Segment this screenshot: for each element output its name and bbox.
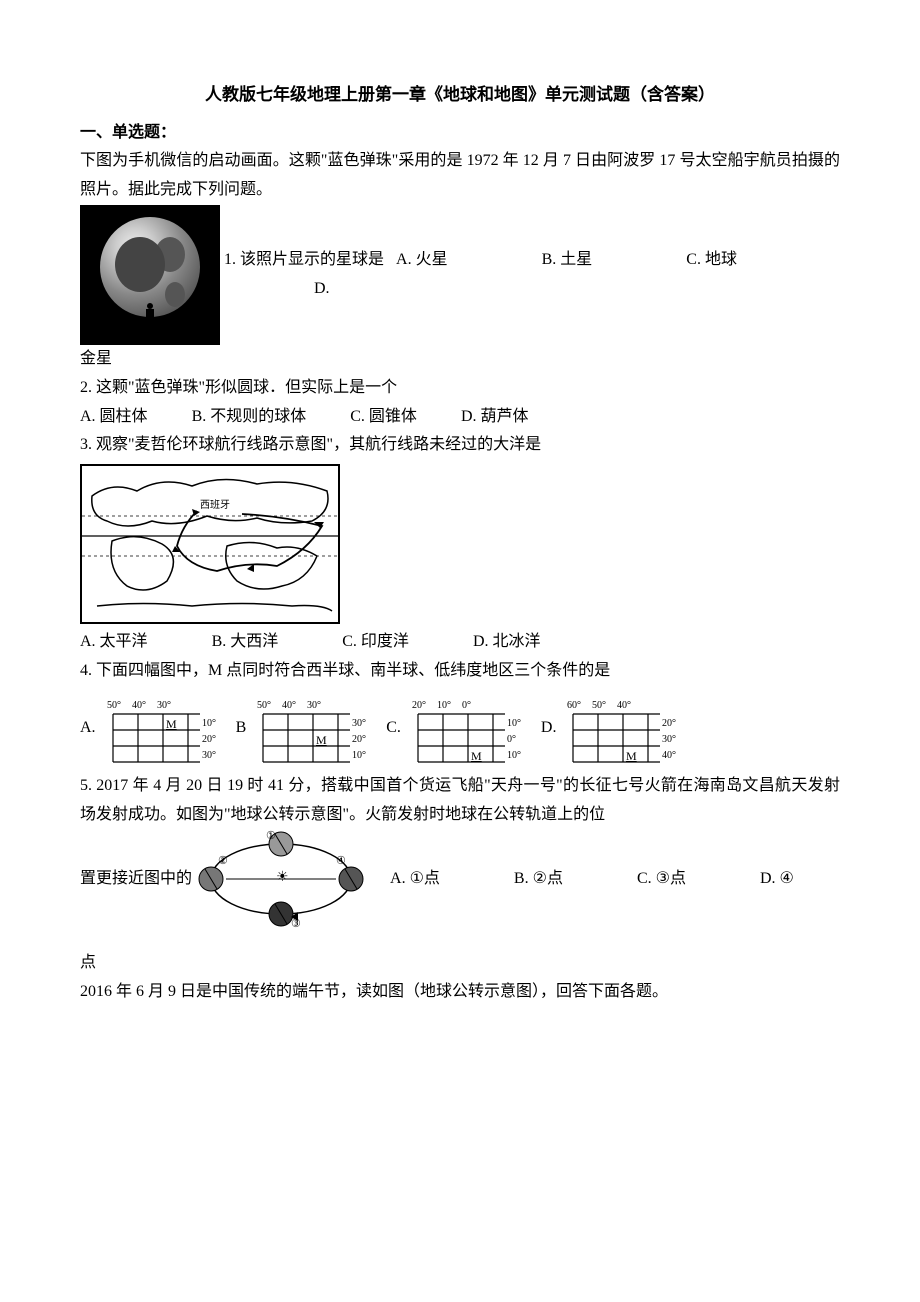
svg-text:20°: 20°: [202, 734, 216, 745]
svg-text:10°: 10°: [437, 700, 451, 711]
svg-text:0°: 0°: [462, 700, 471, 711]
q3-opt-a: A. 太平洋: [80, 633, 148, 650]
q1-opt-a: A. 火星: [396, 251, 448, 268]
svg-text:50°: 50°: [257, 700, 271, 711]
svg-text:50°: 50°: [107, 700, 121, 711]
q4-diagram-label: D.: [541, 714, 557, 743]
intro-text: 下图为手机微信的启动画面。这颗"蓝色弹珠"采用的是 1972 年 12 月 7 …: [80, 147, 840, 205]
svg-text:30°: 30°: [157, 700, 171, 711]
svg-text:10°: 10°: [352, 750, 366, 761]
svg-text:50°: 50°: [592, 700, 606, 711]
orbit-label-4: ②: [218, 855, 228, 867]
orbit-label-1: ①: [266, 830, 276, 842]
grid-diagram: 20° 10° 0° 10° 0° 10° M: [403, 694, 533, 764]
q3-opt-d: D. 北冰洋: [473, 633, 541, 650]
q4-text: 4. 下面四幅图中，M 点同时符合西半球、南半球、低纬度地区三个条件的是: [80, 657, 840, 686]
sun-icon: ☀: [276, 870, 289, 885]
svg-text:40°: 40°: [282, 700, 296, 711]
q1-text: 1. 该照片显示的星球是: [224, 251, 384, 268]
q3-opt-c: C. 印度洋: [342, 633, 409, 650]
svg-text:30°: 30°: [662, 734, 676, 745]
orbit-diagram: ☀ ① ④ ③ ②: [196, 829, 366, 929]
q1-opt-b: B. 土星: [542, 251, 593, 268]
q2-text: 2. 这颗"蓝色弹珠"形似圆球．但实际上是一个: [80, 374, 840, 403]
q5-opt-d: D. ④: [760, 865, 794, 894]
q3-text: 3. 观察"麦哲伦环球航行线路示意图"，其航行线路未经过的大洋是: [80, 431, 840, 460]
q1-opt-c: C. 地球: [686, 251, 737, 268]
q4-diagrams: A. 50° 40° 30° 10° 20° 30° M B 50° 40° 30° 30° 20° 10°…: [80, 694, 840, 764]
svg-text:60°: 60°: [567, 700, 581, 711]
svg-text:30°: 30°: [352, 718, 366, 729]
q5-opt-c: C. ③点: [637, 865, 686, 894]
q2-options: A. 圆柱体 B. 不规则的球体 C. 圆锥体 D. 葫芦体: [80, 408, 569, 425]
q5-text-inline: 置更接近图中的: [80, 865, 192, 894]
svg-text:40°: 40°: [132, 700, 146, 711]
svg-text:30°: 30°: [202, 750, 216, 761]
q5-opt-b: B. ②点: [514, 865, 563, 894]
svg-text:40°: 40°: [617, 700, 631, 711]
grid-diagram: 50° 40° 30° 10° 20° 30° M: [98, 694, 228, 764]
q6-intro: 2016 年 6 月 9 日是中国传统的端午节，读如图（地球公转示意图），回答下…: [80, 978, 840, 1007]
q2-opt-b: B. 不规则的球体: [192, 408, 307, 425]
q4-diagram-label: C.: [386, 714, 401, 743]
svg-text:30°: 30°: [307, 700, 321, 711]
q5-text-before: 5. 2017 年 4 月 20 日 19 时 41 分，搭载中国首个货运飞船"…: [80, 772, 840, 830]
svg-text:M: M: [471, 749, 482, 763]
q1-opt-d: D.: [314, 280, 330, 297]
map-label: 西班牙: [200, 499, 230, 511]
q5-opt-a: A. ①点: [390, 865, 440, 894]
q1-opt-d-cont: 金星: [80, 345, 840, 374]
q2-opt-d: D. 葫芦体: [461, 408, 529, 425]
q2-opt-a: A. 圆柱体: [80, 408, 148, 425]
svg-text:M: M: [316, 733, 327, 747]
svg-text:20°: 20°: [412, 700, 426, 711]
svg-text:10°: 10°: [507, 718, 521, 729]
svg-text:0°: 0°: [507, 734, 516, 745]
orbit-label-2: ④: [336, 855, 346, 867]
earth-photo: [80, 205, 220, 345]
q3-options: A. 太平洋 B. 大西洋 C. 印度洋 D. 北冰洋: [80, 633, 601, 650]
grid-diagram: 50° 40° 30° 30° 20° 10° M: [248, 694, 378, 764]
svg-text:10°: 10°: [507, 750, 521, 761]
q2-opt-c: C. 圆锥体: [350, 408, 417, 425]
svg-text:M: M: [166, 717, 177, 731]
svg-text:20°: 20°: [662, 718, 676, 729]
q5-text-after: 点: [80, 949, 840, 978]
q5-block: 置更接近图中的 ☀ ① ④ ③ ② A. ①点 B. ②点 C. ③点 D. ④: [80, 829, 840, 929]
q4-diagram-label: A.: [80, 714, 96, 743]
orbit-label-3: ③: [291, 918, 301, 929]
q4-diagram-label: B: [236, 714, 247, 743]
grid-diagram: 60° 50° 40° 20° 30° 40° M: [558, 694, 688, 764]
world-map: 西班牙: [80, 464, 340, 624]
svg-text:M: M: [626, 749, 637, 763]
section-header: 一、单选题：: [80, 119, 840, 148]
page-title: 人教版七年级地理上册第一章《地球和地图》单元测试题（含答案）: [80, 80, 840, 111]
svg-text:40°: 40°: [662, 750, 676, 761]
q3-opt-b: B. 大西洋: [212, 633, 279, 650]
q1-block: 1. 该照片显示的星球是 A. 火星 B. 土星 C. 地球 D.: [80, 205, 840, 345]
svg-text:20°: 20°: [352, 734, 366, 745]
svg-text:10°: 10°: [202, 718, 216, 729]
